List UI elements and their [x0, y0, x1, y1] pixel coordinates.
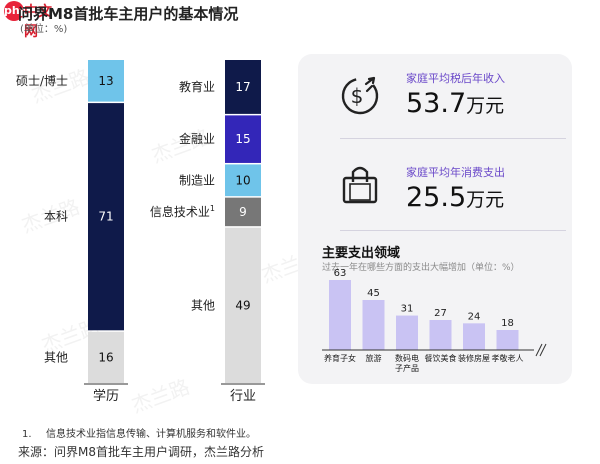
site-logo[interactable]: php 中文网	[2, 0, 58, 40]
stat-value-income: 53.7万元	[406, 88, 504, 119]
axis-break-mark	[535, 343, 547, 357]
stat-label-income: 家庭平均税后年收入	[406, 72, 505, 85]
segment-category-label: 其他	[191, 298, 215, 312]
spend-category-label: 餐饮美食	[425, 353, 457, 363]
bar-segment	[225, 197, 261, 227]
bar-segment	[88, 103, 124, 331]
bar-segment	[88, 331, 124, 383]
footnote: 1. 信息技术业指信息传输、计算机服务和软件业。	[22, 425, 256, 440]
segment-category-label: 信息技术业1	[150, 204, 215, 219]
segment-category-label: 硕士/博士	[16, 73, 68, 88]
divider	[340, 230, 566, 231]
segment-value-label: 10	[235, 173, 250, 187]
segment-value-label: 15	[235, 132, 250, 146]
segment-value-label: 17	[235, 80, 250, 94]
spend-value-label: 18	[501, 318, 514, 329]
shopping-bag-icon	[342, 166, 378, 204]
segment-category-label: 制造业	[179, 173, 215, 187]
axis-label: 行业	[230, 389, 256, 404]
spend-bar	[362, 300, 385, 350]
spend-category-label: 子产品	[395, 363, 419, 373]
segment-value-label: 13	[98, 74, 113, 88]
income-icon: $	[341, 76, 379, 115]
segment-value-label: 9	[239, 205, 247, 219]
segment-category-label: 本科	[44, 210, 68, 224]
spend-category-label: 数码电	[395, 353, 419, 363]
chart-title: 问界M8首批车主用户的基本情况	[18, 5, 239, 23]
segment-value-label: 49	[235, 298, 250, 312]
svg-text:$: $	[351, 84, 364, 108]
spend-category-label: 旅游	[366, 353, 382, 363]
divider	[340, 138, 566, 139]
bar-segment	[225, 60, 261, 114]
segment-category-label: 其他	[44, 350, 68, 364]
spend-value-label: 45	[367, 288, 380, 299]
stat-unit-income: 万元	[466, 95, 505, 117]
site-logo-word: 中文网	[24, 4, 52, 40]
spend-value-label: 27	[434, 308, 447, 319]
segment-category-label: 教育业	[179, 79, 215, 94]
segment-value-label: 16	[98, 350, 113, 364]
spend-value-label: 31	[401, 304, 414, 315]
spend-value-label: 24	[468, 311, 481, 322]
segment-value-label: 71	[98, 210, 113, 224]
stat-number-spending: 25.5	[406, 182, 467, 213]
unit-label: (单位：%)	[20, 24, 68, 35]
segment-category-label: 金融业	[179, 131, 215, 146]
bar-segment	[225, 227, 261, 383]
footnote-number: 1.	[22, 429, 32, 440]
spend-bar	[496, 330, 519, 350]
site-logo-badge: php	[4, 1, 28, 21]
stats-panel: $ 家庭平均税后年收入 53.7万元 家庭平均年消费支出 25.5万元 主要支出…	[298, 54, 572, 384]
spend-bar	[329, 280, 351, 350]
axis-label: 学历	[93, 388, 119, 404]
spend-bar	[396, 315, 418, 350]
spend-category-label: 养育子女	[324, 353, 356, 363]
stat-number-income: 53.7	[406, 88, 467, 119]
spend-category-label: 装修房屋	[458, 353, 490, 363]
footnote-marker: 1	[210, 204, 215, 213]
spend-chart-subtitle: 过去一年在哪些方面的支出大幅增加（单位：%）	[322, 263, 520, 273]
stat-unit-spending: 万元	[466, 189, 505, 211]
spend-bar	[429, 320, 452, 350]
bar-segment	[225, 164, 261, 197]
spend-category-label: 孝敬老人	[492, 353, 524, 363]
stat-label-spending: 家庭平均年消费支出	[406, 166, 505, 179]
spend-chart-title: 主要支出领域	[322, 246, 401, 261]
spend-value-label: 63	[334, 268, 347, 279]
spend-bar	[463, 323, 485, 350]
bar-segment	[225, 115, 261, 163]
footnote-text: 信息技术业指信息传输、计算机服务和软件业。	[46, 429, 256, 440]
stat-value-spending: 25.5万元	[406, 182, 504, 213]
bar-segment	[88, 60, 124, 102]
source-note: 来源：问界M8首批车主用户调研，杰兰路分析	[18, 445, 264, 459]
